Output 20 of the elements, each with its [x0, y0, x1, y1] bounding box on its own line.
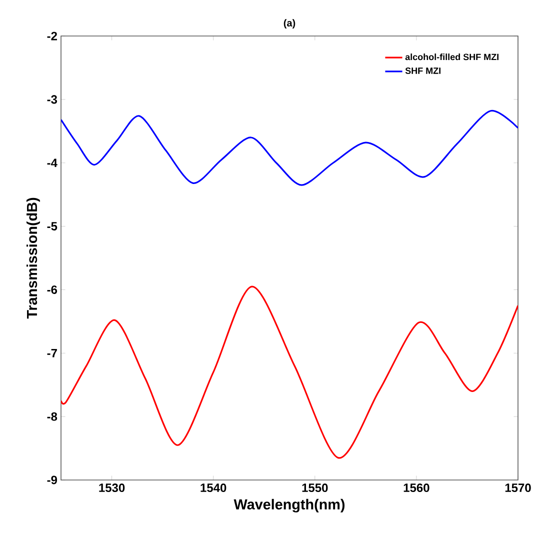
x-tick-label: 1530: [99, 484, 125, 492]
y-tick-label: -6: [47, 285, 58, 294]
x-tick-label: 1540: [200, 484, 226, 492]
x-tick-label: 1550: [302, 484, 328, 492]
y-tick-label: -8: [47, 412, 58, 421]
x-tick-label: 1570: [505, 484, 531, 492]
chart-title: (a): [284, 19, 296, 28]
y-tick-label: -7: [47, 349, 57, 358]
x-axis-title: Wavelength(nm): [234, 498, 345, 512]
x-tick-label: 1560: [404, 484, 430, 492]
y-axis-title: Transmission(dB): [26, 198, 40, 319]
legend-label: alcohol-filled SHF MZI: [405, 54, 498, 60]
y-tick-label: -2: [47, 32, 57, 40]
y-tick-label: -3: [47, 95, 58, 104]
legend-label: SHF MZI: [405, 68, 440, 74]
line-series: [61, 286, 518, 459]
y-tick-label: -4: [47, 158, 58, 167]
line-series: [61, 110, 518, 186]
y-tick-label: -5: [47, 222, 58, 230]
y-tick-label: -9: [47, 476, 58, 484]
